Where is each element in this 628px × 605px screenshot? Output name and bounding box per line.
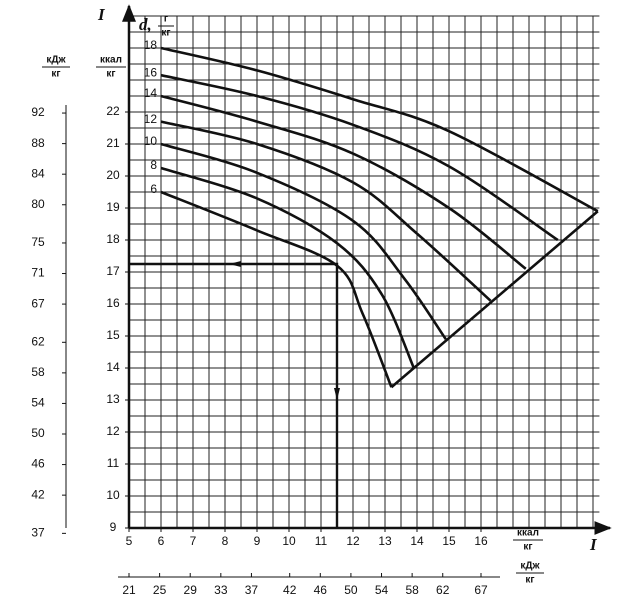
y-tick-label: 18 <box>106 232 120 246</box>
legend-label: 6 <box>150 182 157 196</box>
x2-tick-label: 50 <box>344 583 358 597</box>
x2-tick-label: 33 <box>214 583 228 597</box>
x-tick-label: 13 <box>378 534 392 548</box>
y2-tick-label: 42 <box>31 487 45 501</box>
x2-unit-num: кДж <box>520 561 540 572</box>
legend-label: 8 <box>150 158 157 172</box>
y2-tick-label: 67 <box>31 296 45 310</box>
y2-tick-label: 71 <box>31 266 45 280</box>
x-tick-label: 12 <box>346 534 360 548</box>
y-tick-label: 16 <box>106 296 120 310</box>
d-curve <box>160 94 527 270</box>
y-tick-label: 22 <box>106 104 120 118</box>
y2-tick-label: 80 <box>31 197 45 211</box>
legend-label: 10 <box>144 134 158 148</box>
d-curve <box>160 142 447 340</box>
y-tick-label: 17 <box>106 264 120 278</box>
x-tick-label: 8 <box>222 534 229 548</box>
y2-tick-label: 92 <box>31 105 45 119</box>
x-tick-label: 10 <box>282 534 296 548</box>
x-unit-num: ккал <box>517 528 539 539</box>
x-tick-label: 6 <box>158 534 165 548</box>
d-curve <box>160 120 492 302</box>
legend-label: 14 <box>144 86 158 100</box>
x-tick-label: 5 <box>126 534 133 548</box>
x-tick-label: 11 <box>315 534 328 548</box>
d-label: d, <box>139 15 152 34</box>
y2-tick-label: 46 <box>31 457 45 471</box>
x2-tick-label: 21 <box>122 583 136 597</box>
guide-line <box>129 262 339 528</box>
y2-tick-label: 37 <box>31 526 45 540</box>
x-tick-label: 15 <box>442 534 456 548</box>
plot: 6 8 10 12 14 16 18 <box>129 38 599 528</box>
x2-tick-label: 42 <box>283 583 297 597</box>
d-curve <box>160 190 393 388</box>
guide-arrow <box>334 388 340 400</box>
x2-tick-label: 46 <box>314 583 328 597</box>
d-curve <box>160 46 599 213</box>
grid <box>128 15 600 529</box>
y-tick-label: 12 <box>106 424 120 438</box>
y2-tick-label: 88 <box>31 136 45 150</box>
y2-unit-num: кДж <box>46 55 66 66</box>
d-unit-den: кг <box>161 28 170 39</box>
y-tick-label: 14 <box>106 360 120 374</box>
legend-label: 12 <box>144 112 158 126</box>
y2-unit-den: кг <box>51 69 60 80</box>
x2-tick-label: 29 <box>184 583 198 597</box>
x2-tick-label: 37 <box>245 583 259 597</box>
legend-label: 18 <box>144 38 158 52</box>
y2-tick-label: 62 <box>31 334 45 348</box>
y2-tick-label: 84 <box>31 166 45 180</box>
y-unit-den: кг <box>106 69 115 80</box>
y2-tick-label: 50 <box>31 426 45 440</box>
boundary-line <box>390 210 599 389</box>
y2-tick-label: 54 <box>31 396 45 410</box>
x-unit-den: кг <box>523 542 532 553</box>
y-tick-label: 10 <box>106 488 120 502</box>
legend-label: 16 <box>144 65 158 79</box>
x-tick-label: 14 <box>410 534 424 548</box>
d-curve <box>160 166 415 369</box>
y-tick-label: 15 <box>106 328 120 342</box>
y-tick-label: 19 <box>106 200 120 214</box>
y-axis-label: I <box>97 5 106 24</box>
x2-tick-label: 62 <box>436 583 450 597</box>
y2-tick-label: 75 <box>31 235 45 249</box>
x2-tick-label: 25 <box>153 583 167 597</box>
y2-tick-label: 58 <box>31 365 45 379</box>
d-unit-num: г <box>164 14 168 25</box>
y-tick-label: 11 <box>107 456 120 470</box>
y-unit-num: ккал <box>100 55 122 66</box>
d-curve <box>160 73 559 242</box>
x2-unit-den: кг <box>525 575 534 586</box>
y-tick-label: 13 <box>106 392 120 406</box>
guide-arrow <box>229 261 241 267</box>
x2-tick-label: 54 <box>375 583 389 597</box>
x2-tick-label: 67 <box>474 583 488 597</box>
x-tick-label: 9 <box>254 534 261 548</box>
x-tick-label: 16 <box>474 534 488 548</box>
x-axis-label: I <box>589 535 598 554</box>
y-tick-label: 20 <box>106 168 120 182</box>
x2-tick-label: 58 <box>405 583 419 597</box>
x-tick-label: 7 <box>190 534 197 548</box>
y-tick-label: 9 <box>110 520 117 534</box>
y-tick-label: 21 <box>106 136 120 150</box>
